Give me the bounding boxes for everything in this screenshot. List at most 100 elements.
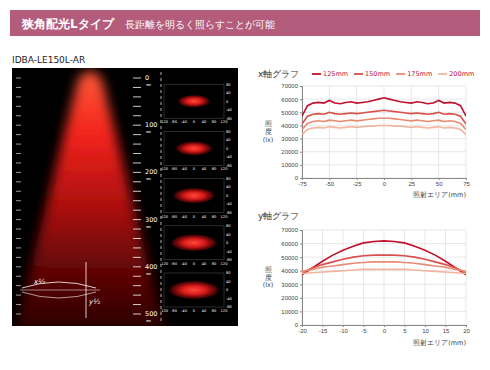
x-tick-mark: [357, 178, 358, 180]
grid-line: [343, 230, 344, 325]
profile-xtick-label: -120: [160, 167, 169, 171]
profile: -120-80-400408012080400-40-80: [160, 130, 233, 172]
profile-xtick-label: 0: [193, 167, 196, 171]
y-tick-mark: [300, 284, 302, 285]
y-axis: 010000200003000040000500006000070000: [281, 227, 302, 328]
x-tick: 10: [422, 325, 429, 334]
y-tick: 40000: [281, 268, 302, 274]
y-tick-label: 70000: [281, 83, 298, 89]
profile-ytick-label: 0: [226, 194, 229, 198]
y-tick-mark: [300, 311, 302, 312]
legend-label: 200mm: [449, 70, 474, 78]
ruler-dash: [133, 257, 141, 258]
grid-line: [425, 230, 426, 325]
profile-ytick-label: 80: [226, 83, 231, 87]
ruler-dash: [133, 210, 141, 211]
y-axis-title: 照度(lx): [263, 120, 274, 143]
profile-ytick-label: 0: [226, 241, 229, 245]
profile-ytick-label: -80: [226, 117, 233, 121]
x-tick-label: 10: [422, 328, 429, 334]
grid-line: [384, 230, 385, 325]
y-tick-mark: [300, 244, 302, 245]
y-tick-label: 20000: [281, 149, 298, 155]
profile-box: [164, 226, 224, 260]
x-axis: -20-15-10-505101520: [298, 325, 470, 334]
x-tick: 15: [443, 325, 450, 334]
ruler-dash: [133, 181, 141, 182]
ruler-dash: [133, 172, 141, 173]
x-tick-label: -20: [298, 328, 307, 334]
y-tick-label: 70000: [281, 227, 298, 233]
legend-label: 150mm: [365, 70, 390, 78]
profile-xtick-label: -80: [171, 262, 178, 266]
x-tick: -75: [298, 178, 307, 187]
y-tick-mark: [300, 298, 302, 299]
ruler-line: [161, 72, 162, 322]
ruler-dash: [16, 153, 21, 154]
y-tick: 60000: [281, 241, 302, 247]
profile-ytick-label: 40: [226, 91, 231, 95]
profile-xtick-label: 80: [212, 120, 217, 124]
profile-xtick-label: 80: [212, 167, 217, 171]
distance-label: 500: [145, 310, 157, 318]
profile-xtick-label: 80: [212, 215, 217, 219]
distance-unit: ㎜: [146, 224, 151, 229]
y-tick-mark: [300, 325, 302, 326]
chart-title: x軸グラフ: [258, 69, 299, 79]
profile-xtick-label: 120: [221, 309, 229, 313]
y-tick: 20000: [281, 295, 302, 301]
y-axis-title: 照度(lx): [263, 266, 274, 289]
profile-ytick-label: -40: [226, 155, 233, 159]
y-tick-label: 40000: [281, 268, 298, 274]
ruler-dash: [16, 115, 21, 116]
profile-ytick-label: 40: [226, 280, 231, 284]
x-tick-label: 75: [463, 181, 470, 187]
x-tick: 75: [463, 178, 470, 187]
ruler-dash: [16, 87, 21, 88]
y-axis-line: [300, 87, 303, 179]
x-tick-mark: [411, 178, 412, 180]
grid-line: [466, 230, 467, 325]
ruler-dash: [16, 266, 21, 267]
profile-xtick-label: -80: [171, 120, 178, 124]
profile-xtick-label: 0: [193, 309, 196, 313]
series-line: [302, 125, 466, 134]
distance-unit: ㎜: [146, 318, 151, 323]
profile-box: [164, 84, 224, 118]
profile-ytick-label: -80: [226, 305, 233, 309]
x-tick-mark: [466, 178, 467, 180]
ruler-dash: [133, 115, 141, 116]
ruler: 0㎜100㎜200㎜300㎜400㎜500㎜: [16, 72, 161, 323]
distance-label: 0: [145, 74, 149, 82]
chart: x軸グラフ01000020000300004000050000600007000…: [258, 69, 474, 199]
x-tick-label: 15: [443, 328, 450, 334]
y-tick: 60000: [281, 97, 302, 103]
x-tick-mark: [302, 178, 303, 180]
ruler-dash: [133, 200, 141, 201]
profile-xtick-label: -120: [160, 262, 169, 266]
ruler-dash: [133, 87, 141, 88]
profile-xtick-label: -40: [181, 215, 188, 219]
profile-ytick-label: 0: [226, 100, 229, 104]
ruler-dash: [16, 125, 21, 126]
x-tick-label: 20: [463, 328, 470, 334]
x-tick: -15: [319, 325, 328, 334]
x-tick: -25: [353, 178, 362, 187]
profile-box: [164, 131, 224, 165]
grid-line: [445, 230, 446, 325]
legend-label: 175mm: [407, 70, 432, 78]
y-tick: 70000: [281, 83, 302, 89]
distance-unit: ㎜: [146, 176, 151, 181]
x-axis-title: 照射エリア(mm): [413, 191, 466, 199]
y-tick-mark: [300, 112, 302, 113]
ruler-dash: [16, 210, 21, 211]
y-tick-label: 30000: [281, 136, 298, 142]
x-tick-mark: [364, 325, 365, 327]
profile-xtick-label: -80: [171, 167, 178, 171]
x-tick-label: 25: [408, 181, 415, 187]
legend-swatch: [354, 73, 363, 75]
profile-ytick-label: 80: [226, 224, 231, 228]
y-tick-mark: [300, 99, 302, 100]
x-tick-label: 0: [383, 181, 387, 187]
ruler-dash: [133, 276, 141, 277]
